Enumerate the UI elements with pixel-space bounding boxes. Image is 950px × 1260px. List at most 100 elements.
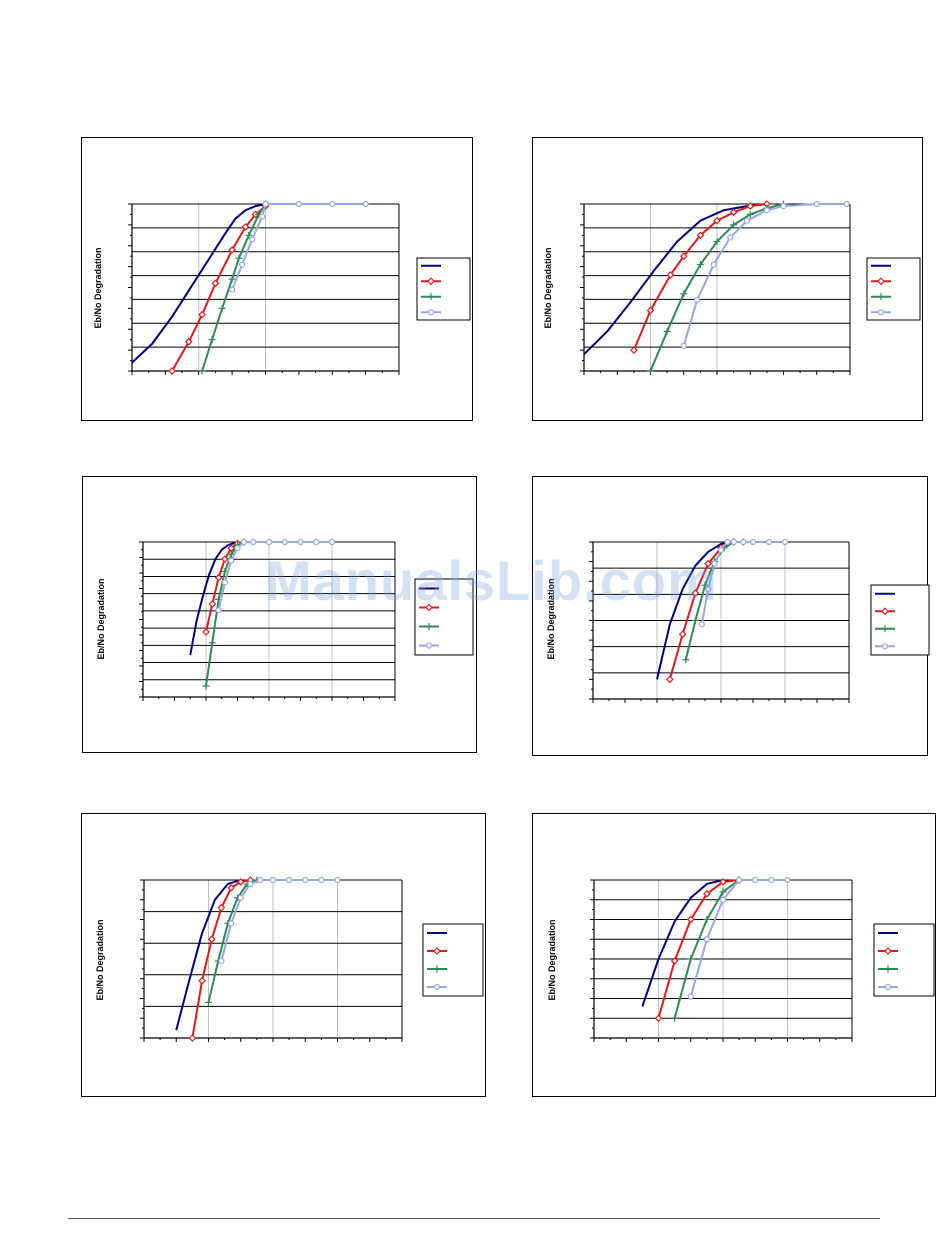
chart-2-series-4-point	[743, 217, 751, 224]
chart-3-series-4	[215, 538, 336, 614]
chart-5-series-4-point	[318, 876, 325, 884]
chart-3-series-4-point	[265, 538, 273, 546]
chart-6-series-2-point	[670, 957, 679, 965]
chart-3-series-2-point	[214, 573, 223, 582]
chart-panel-5: Eb/No Degradation	[81, 813, 486, 1097]
chart-4-legend	[870, 584, 930, 656]
chart-4-series-4-point	[698, 621, 705, 628]
chart-2-y-axis-label: Eb/No Degradation	[543, 247, 553, 329]
chart-3-series-4-point	[234, 545, 241, 552]
chart-6-series-2-point	[703, 889, 711, 898]
chart-1-series-3-point	[245, 231, 253, 239]
chart-3-series-4-point	[297, 538, 304, 546]
chart-5-series-4-point	[302, 876, 309, 884]
chart-1-series-2-point	[198, 310, 206, 319]
chart-4-series-3-point	[691, 617, 699, 624]
chart-1-legend-marker-4	[427, 309, 435, 316]
chart-6-plot	[590, 876, 935, 1042]
chart-4-series-4-point	[711, 560, 718, 567]
chart-3-series-4-point	[215, 607, 222, 614]
chart-1-series-4-point	[329, 200, 336, 208]
chart-3-legend-entry-4	[419, 642, 439, 649]
chart-3-series-4-point	[328, 538, 336, 546]
chart-6-series-3-point	[703, 916, 711, 923]
chart-6-series-3-point	[719, 888, 727, 896]
chart-1-series-4-point	[239, 261, 246, 268]
chart-4-series-4-point	[730, 538, 737, 546]
chart-1-series-2-point	[184, 337, 193, 346]
chart-2-series-2-point	[713, 216, 721, 225]
chart-3-series-3-line	[205, 541, 245, 687]
chart-3-series-4-point	[221, 579, 228, 586]
chart-2-series-3-point	[730, 221, 738, 229]
chart-3-series-3-point	[202, 682, 210, 690]
chart-3-plot	[139, 538, 474, 701]
chart-6-legend-entry-4	[878, 983, 898, 991]
chart-1-series-2-point	[241, 223, 250, 231]
chart-5-series-1	[175, 879, 242, 1031]
chart-1-series-3-line	[201, 203, 267, 372]
chart-1-series-2-point	[211, 279, 220, 288]
chart-6-series-4-point	[736, 876, 743, 884]
chart-2-legend-entry-2	[871, 277, 891, 286]
chart-2-series-2-point	[729, 208, 738, 217]
chart-2-series-2-point	[630, 346, 638, 354]
chart-6-series-4-point	[687, 993, 694, 1000]
chart-4-series-4-point	[781, 538, 789, 546]
chart-3-series-4-point	[250, 538, 257, 546]
chart-1-legend	[416, 257, 471, 321]
chart-4-series-4-point	[717, 546, 725, 553]
chart-5-series-2-point	[198, 976, 206, 985]
chart-5-y-axis-label: Eb/No Degradation	[95, 919, 105, 1001]
chart-4-series-3-point	[682, 656, 690, 664]
chart-6-series-4-point	[784, 876, 791, 884]
chart-2-legend	[866, 257, 921, 321]
chart-4-series-4-point	[749, 538, 757, 546]
chart-1-series-1-line	[131, 203, 266, 364]
chart-1-series-4-point	[249, 236, 256, 243]
chart-6-series-3	[671, 876, 743, 1022]
chart-4-series-2-point	[704, 559, 713, 568]
chart-6-series-1	[641, 879, 724, 1007]
chart-4-series-3-point	[701, 581, 709, 589]
chart-4-series-4-line	[700, 541, 785, 625]
chart-panel-2: Eb/No Degradation	[532, 137, 923, 421]
chart-2-series-4-point	[780, 202, 787, 210]
chart-6-series-4-point	[703, 936, 710, 943]
chart-2-series-2-point	[666, 271, 675, 279]
chart-3-series-4-point	[313, 538, 320, 546]
chart-1-legend-marker-3	[427, 293, 435, 301]
chart-5-legend-marker-4	[433, 983, 441, 991]
chart-4-plot	[589, 538, 930, 703]
chart-4-legend-entry-4	[875, 643, 895, 650]
chart-5-legend-entry-2	[427, 947, 447, 955]
chart-2-series-3-point	[696, 261, 704, 269]
chart-panel-1: Eb/No Degradation	[81, 137, 473, 421]
chart-2-legend-marker-2	[877, 277, 885, 286]
chart-1-plot	[128, 200, 471, 375]
chart-2-series-4-point	[843, 200, 850, 208]
chart-5-series-4-point	[218, 957, 225, 965]
chart-1-series-1	[131, 203, 266, 364]
chart-2-series-3-point	[680, 290, 688, 298]
chart-6-series-3-line	[673, 879, 740, 1019]
chart-5-series-2-point	[217, 903, 226, 912]
chart-4-legend-marker-2	[881, 607, 889, 616]
chart-2-series-2-line	[632, 203, 767, 351]
footer-rule	[68, 1218, 880, 1219]
chart-6-y-axis-label: Eb/No Degradation	[547, 919, 557, 1001]
chart-2-series-2-point	[746, 202, 755, 210]
chart-5-series-1-line	[175, 879, 242, 1031]
chart-6-series-4-point	[752, 876, 759, 884]
chart-3-legend-entry-2	[419, 603, 439, 612]
chart-6-series-3-point	[687, 955, 695, 963]
chart-5-series-4-point	[334, 876, 341, 884]
chart-1-series-4-point	[229, 286, 236, 293]
chart-2-series-3-point	[713, 238, 721, 246]
chart-5-series-2	[188, 876, 255, 1042]
chart-1-legend-entry-2	[421, 277, 441, 286]
chart-1-series-2	[168, 202, 270, 375]
chart-5-series-4	[218, 876, 341, 965]
chart-5-series-4-line	[220, 879, 338, 962]
chart-3-legend-marker-4	[425, 642, 433, 649]
